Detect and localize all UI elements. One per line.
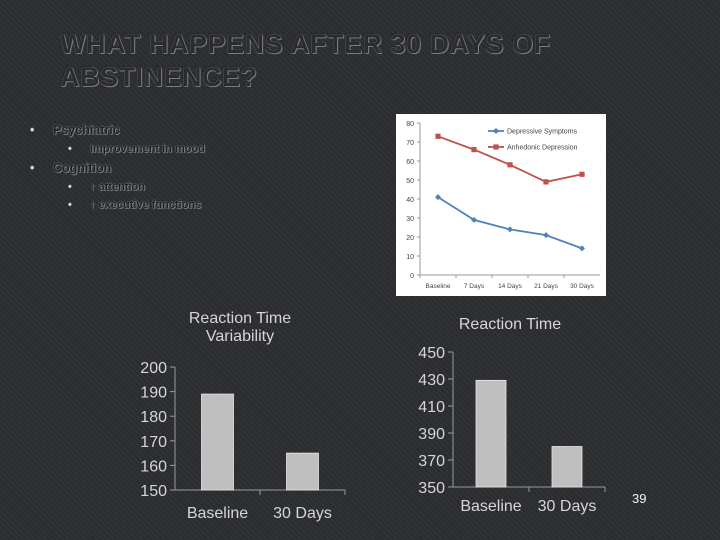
x-tick-label: Baseline [460, 498, 521, 515]
y-tick-label: 390 [418, 426, 445, 443]
y-tick-label: 0 [410, 273, 414, 280]
y-tick-label: 30 [406, 216, 414, 223]
bullet-cognition: • Cognition [30, 158, 205, 178]
y-tick-label: 450 [418, 345, 445, 362]
slide-title: WHAT HAPPENS AFTER 30 DAYS OF ABSTINENCE… [60, 29, 551, 92]
legend-marker [493, 128, 499, 134]
legend-label: Depressive Symptoms [507, 129, 578, 136]
y-tick-label: 80 [406, 121, 414, 128]
bullet-dot-icon: • [68, 199, 72, 211]
data-point [435, 133, 441, 139]
x-tick-label: 30 Days [570, 283, 595, 290]
y-tick-label: 60 [406, 159, 414, 166]
y-tick-label: 160 [140, 458, 167, 475]
x-tick-label: Baseline [426, 283, 451, 290]
y-tick-label: 40 [406, 197, 414, 204]
x-tick-label: 14 Days [498, 283, 523, 290]
y-tick-label: 50 [406, 178, 414, 185]
y-tick-label: 10 [406, 254, 414, 261]
line-chart-panel: 0 10 20 30 40 50 60 70 80 Baseline 7 Days 14 Days 21… [396, 114, 606, 296]
data-point [435, 194, 441, 201]
bullet-dot-icon: • [30, 123, 35, 137]
bullet-dot-icon: • [68, 143, 72, 155]
y-tick-label: 430 [418, 372, 445, 389]
line-chart: 0 10 20 30 40 50 60 70 80 Baseline 7 Days 14 Days 21… [406, 121, 600, 290]
bar [475, 379, 507, 488]
bullet-list: • Psychiatric • Improvement in mood • Co… [30, 120, 205, 214]
sub-bullet-label: Improvement in mood [90, 143, 205, 155]
bullet-psychiatric: • Psychiatric [30, 120, 205, 140]
sub-bullet-attention: • ↑ attention [68, 178, 205, 196]
y-tick-label: 170 [140, 434, 167, 451]
data-point [471, 147, 477, 153]
legend-label: Anhedonic Depression [507, 145, 578, 152]
y-tick-label: 350 [418, 480, 445, 497]
x-tick-label: 30 Days [273, 505, 332, 522]
bar-chart-variability: 150 160 170 180 190 200 Baseline 30 Days [140, 360, 346, 522]
sub-bullet-label: ↑ executive functions [90, 199, 202, 211]
data-point [507, 162, 513, 168]
x-tick-label: 21 Days [534, 283, 559, 290]
y-tick-label: 20 [406, 235, 414, 242]
data-point [579, 171, 585, 177]
data-point [543, 232, 549, 239]
y-tick-label: 180 [140, 409, 167, 426]
y-tick-label: 150 [140, 483, 167, 500]
y-tick-label: 190 [140, 385, 167, 402]
bar [551, 446, 583, 488]
sub-bullet-mood: • Improvement in mood [68, 140, 205, 158]
y-tick-label: 410 [418, 399, 445, 416]
bar [201, 393, 234, 491]
bar-chart-reaction-time: 350 370 390 410 430 450 Baseline 30 Days [418, 345, 606, 515]
bullet-label: Psychiatric [53, 123, 120, 137]
data-point [579, 245, 585, 252]
x-tick-label: 30 Days [538, 498, 597, 515]
sub-bullet-executive: • ↑ executive functions [68, 196, 205, 214]
series-line [437, 196, 583, 250]
y-tick-label: 70 [406, 140, 414, 147]
y-tick-label: 200 [140, 360, 167, 377]
x-tick-label: Baseline [187, 505, 248, 522]
legend-marker [493, 144, 499, 150]
bar [286, 452, 319, 491]
bullet-dot-icon: • [68, 181, 72, 193]
data-point [507, 226, 513, 233]
bar-chart-2-title: Reaction Time [458, 316, 562, 333]
y-tick-label: 370 [418, 453, 445, 470]
series-line [437, 135, 583, 183]
data-point [543, 179, 549, 185]
bullet-label: Cognition [53, 161, 112, 175]
bullet-dot-icon: • [30, 161, 35, 175]
page-number: 39 [632, 491, 647, 506]
bar-chart-1-title: Reaction Time Variability [188, 310, 292, 345]
data-point [471, 216, 477, 223]
x-tick-label: 7 Days [464, 283, 485, 290]
sub-bullet-label: ↑ attention [90, 181, 145, 193]
